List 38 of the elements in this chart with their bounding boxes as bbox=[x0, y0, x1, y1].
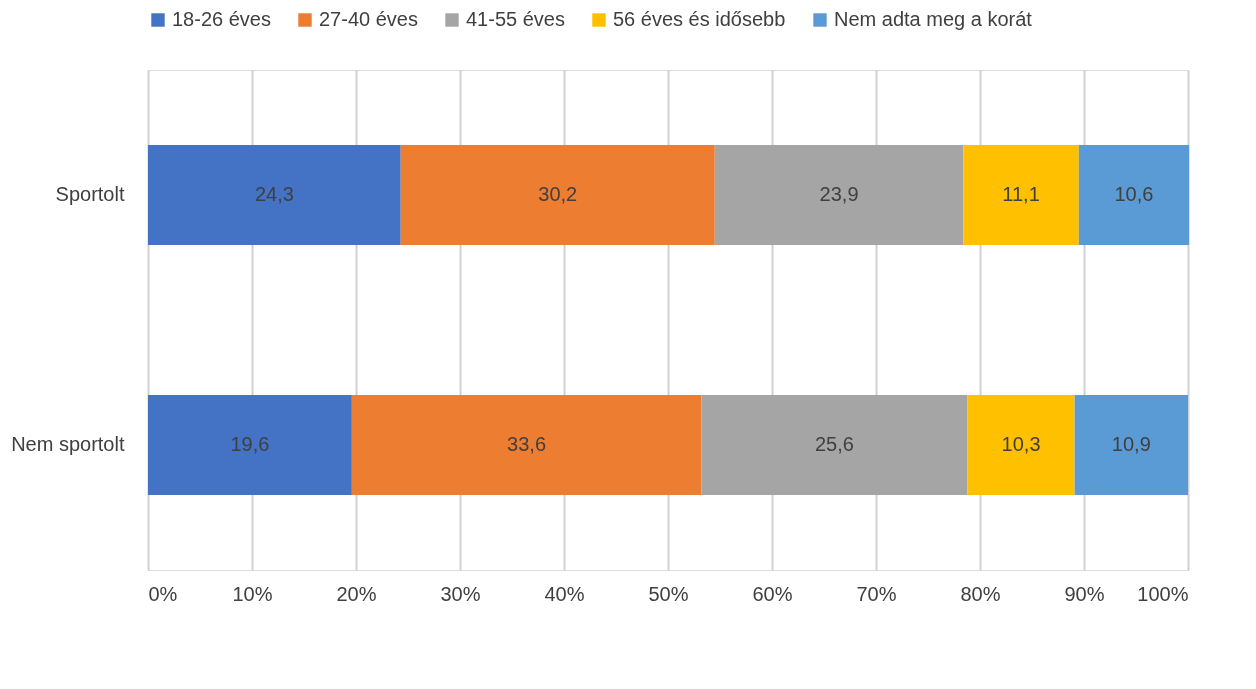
x-tick-label: 20% bbox=[336, 582, 377, 605]
legend-label: 41-55 éves bbox=[466, 8, 565, 30]
legend-label: 18-26 éves bbox=[172, 8, 271, 30]
y-tick-label: Sportolt bbox=[55, 183, 125, 205]
bar bbox=[967, 395, 1075, 495]
bar bbox=[1074, 395, 1188, 495]
bar bbox=[400, 145, 715, 245]
data-label: 30,2 bbox=[538, 183, 578, 205]
data-label: 10,6 bbox=[1114, 183, 1154, 205]
data-label: 10,3 bbox=[1001, 433, 1041, 455]
bar bbox=[714, 145, 964, 245]
x-tick-label: 40% bbox=[544, 582, 585, 605]
x-tick-label: 30% bbox=[440, 582, 481, 605]
data-label: 10,9 bbox=[1111, 433, 1151, 455]
data-label: 25,6 bbox=[814, 433, 854, 455]
legend-label: Nem adta meg a korát bbox=[834, 8, 1033, 30]
legend-label: 27-40 éves bbox=[319, 8, 418, 30]
x-tick-label: 60% bbox=[752, 582, 793, 605]
x-tick-label: 80% bbox=[960, 582, 1001, 605]
bar bbox=[148, 395, 352, 495]
data-label: 19,6 bbox=[230, 433, 270, 455]
x-tick-label: 90% bbox=[1064, 582, 1105, 605]
bar bbox=[148, 145, 401, 245]
legend-label: 56 éves és idősebb bbox=[613, 8, 786, 30]
x-tick-label: 0% bbox=[148, 582, 178, 605]
x-tick-label: 70% bbox=[856, 582, 897, 605]
data-label: 24,3 bbox=[254, 183, 294, 205]
bar bbox=[963, 145, 1079, 245]
bar bbox=[701, 395, 968, 495]
data-label: 23,9 bbox=[819, 183, 859, 205]
data-label: 11,1 bbox=[1002, 183, 1040, 205]
x-tick-label: 50% bbox=[648, 582, 689, 605]
x-tick-label: 100% bbox=[1137, 582, 1189, 605]
bar bbox=[1078, 145, 1190, 245]
y-tick-label: Nem sportolt bbox=[11, 433, 125, 455]
x-tick-label: 10% bbox=[232, 582, 273, 605]
data-label: 33,6 bbox=[507, 433, 547, 455]
bar bbox=[351, 395, 702, 495]
